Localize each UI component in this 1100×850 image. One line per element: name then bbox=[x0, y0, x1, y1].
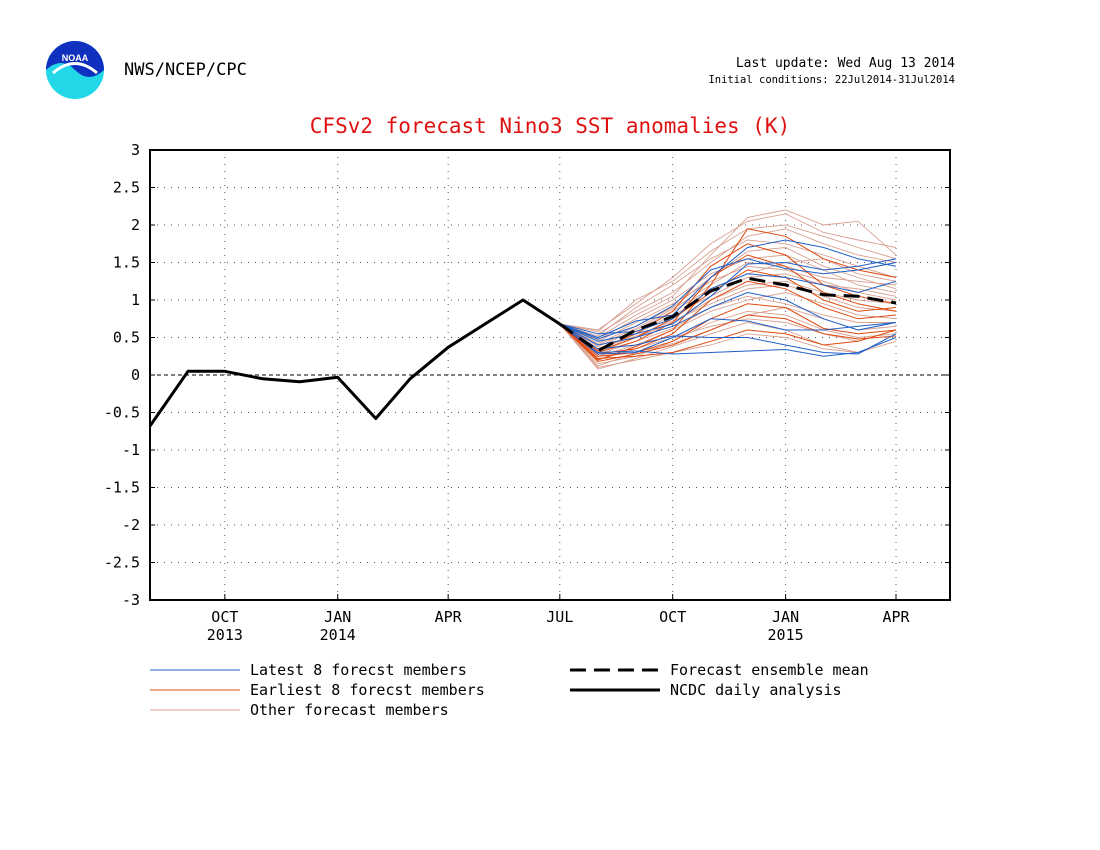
y-axis: -3 -2.5 -2 -1.5 -1 -0.5 0 0.5 1 1.5 2 2.5 3 bbox=[104, 141, 950, 609]
other-member-line bbox=[559, 322, 897, 370]
other-member-line bbox=[559, 284, 897, 350]
observed-layer bbox=[148, 298, 561, 427]
y-tick-label: -1 bbox=[122, 441, 140, 459]
other-member-line bbox=[559, 310, 897, 365]
other-member-line bbox=[559, 292, 897, 357]
ensemble-mean-line bbox=[558, 276, 897, 353]
latest-member-line bbox=[559, 258, 897, 342]
y-tick-label: 0 bbox=[131, 366, 140, 384]
legend-mean-label: Forecast ensemble mean bbox=[670, 661, 869, 679]
noaa-logo: NOAA bbox=[45, 40, 105, 100]
legend-other-label: Other forecast members bbox=[250, 701, 449, 719]
x-tick-label: JUL bbox=[546, 608, 573, 626]
x-tick-year-label: 2014 bbox=[320, 626, 356, 644]
last-update-text: Last update: Wed Aug 13 2014 bbox=[735, 56, 955, 71]
x-tick-label: APR bbox=[435, 608, 463, 626]
x-tick-label: JAN bbox=[772, 608, 799, 626]
legend-earliest-label: Earliest 8 forecst members bbox=[250, 681, 485, 699]
y-tick-label: -1.5 bbox=[104, 479, 140, 497]
x-tick-label: APR bbox=[882, 608, 910, 626]
y-tick-label: 1 bbox=[131, 291, 140, 309]
latest-member-line bbox=[559, 239, 897, 339]
ensemble-mean-layer bbox=[558, 276, 897, 353]
legend-latest-label: Latest 8 forecst members bbox=[250, 661, 467, 679]
other-member-line bbox=[559, 209, 897, 338]
earliest-member-line bbox=[559, 314, 897, 363]
y-tick-label: -0.5 bbox=[104, 404, 140, 422]
latest-member-line bbox=[559, 291, 897, 346]
x-tick-label: OCT bbox=[659, 608, 686, 626]
earliest-member-line bbox=[559, 303, 897, 357]
y-tick-label: 2 bbox=[131, 216, 140, 234]
svg-text:NOAA: NOAA bbox=[62, 53, 89, 63]
other-member-line bbox=[559, 262, 897, 346]
organization-label: NWS/NCEP/CPC bbox=[124, 60, 247, 80]
x-tick-year-label: 2015 bbox=[768, 626, 804, 644]
x-tick-label: JAN bbox=[324, 608, 351, 626]
other-member-line bbox=[559, 280, 897, 354]
chart-title: CFSv2 forecast Nino3 SST anomalies (K) bbox=[309, 114, 791, 138]
latest-member-line bbox=[559, 318, 897, 355]
initial-conditions-text: Initial conditions: 22Jul2014-31Jul2014 bbox=[708, 74, 955, 86]
y-tick-label: -3 bbox=[122, 591, 140, 609]
legend-observed-label: NCDC daily analysis bbox=[670, 681, 842, 699]
other-member-line bbox=[559, 239, 897, 337]
legend: Latest 8 forecst members Earliest 8 fore… bbox=[150, 661, 869, 719]
latest-member-line bbox=[559, 323, 897, 355]
other-member-line bbox=[559, 295, 896, 356]
latest-member-line bbox=[559, 323, 897, 357]
other-member-line bbox=[559, 213, 897, 331]
y-tick-label: -2.5 bbox=[104, 554, 140, 572]
latest-members-layer bbox=[559, 239, 897, 357]
x-tick-label: OCT bbox=[211, 608, 238, 626]
latest-member-line bbox=[559, 258, 897, 340]
observed-analysis-line bbox=[148, 298, 561, 427]
other-member-line bbox=[559, 224, 897, 332]
y-tick-label: 1.5 bbox=[113, 254, 140, 272]
x-tick-year-label: 2013 bbox=[207, 626, 243, 644]
y-tick-label: -2 bbox=[122, 516, 140, 534]
y-tick-label: 2.5 bbox=[113, 179, 140, 197]
y-tick-label: 3 bbox=[131, 141, 140, 159]
y-tick-label: 0.5 bbox=[113, 329, 140, 347]
